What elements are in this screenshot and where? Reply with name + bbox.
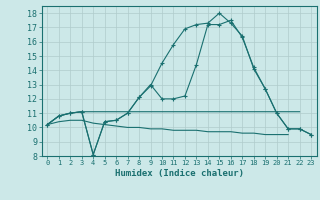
X-axis label: Humidex (Indice chaleur): Humidex (Indice chaleur)	[115, 169, 244, 178]
